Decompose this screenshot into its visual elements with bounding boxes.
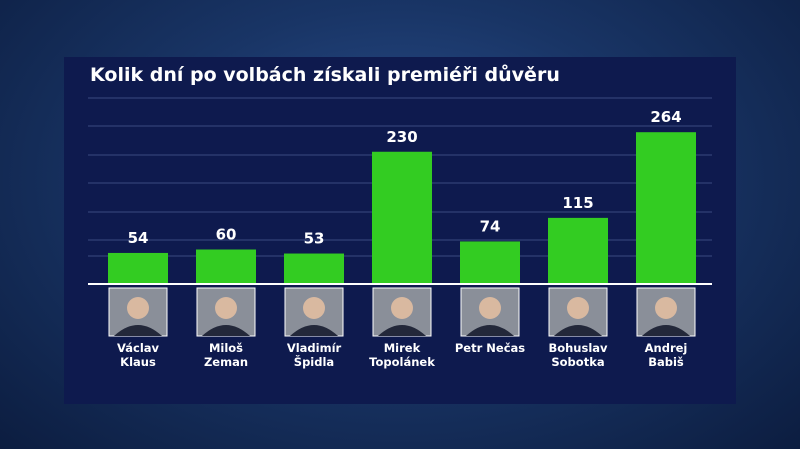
bar [108, 252, 168, 284]
bar [196, 249, 256, 284]
x-tick-label: Miloš Zeman [203, 341, 249, 369]
x-tick-label: Andrej Babiš [644, 341, 688, 369]
value-label: 54 [128, 229, 149, 247]
bar [284, 253, 344, 284]
value-label: 53 [304, 230, 325, 248]
x-tick-label: Mirek Topolánek [369, 341, 435, 369]
portrait-body [554, 325, 602, 336]
portrait-head [391, 297, 413, 319]
bar [372, 151, 432, 284]
portrait-head [215, 297, 237, 319]
value-label: 60 [216, 226, 237, 244]
bars: 54 60 53 230 74 115 264 [108, 108, 696, 337]
x-tick-label: Bohuslav Sobotka [548, 341, 608, 369]
portrait-body [378, 325, 426, 336]
portrait-body [290, 325, 338, 336]
portrait-head [479, 297, 501, 319]
portrait-head [655, 297, 677, 319]
value-label: 74 [480, 217, 501, 235]
portrait-body [466, 325, 514, 336]
value-label: 264 [650, 108, 681, 126]
x-tick-label: Václav Klaus [116, 341, 160, 369]
chart-title: Kolik dní po volbách získali premiéři dů… [90, 64, 560, 86]
portrait-body [642, 325, 690, 336]
portrait-body [114, 325, 162, 336]
bar [548, 217, 608, 284]
bar [460, 241, 520, 284]
value-label: 230 [386, 128, 417, 146]
portrait-head [303, 297, 325, 319]
x-tick-label: Vladimír Špidla [286, 341, 342, 369]
portrait-body [202, 325, 250, 336]
bar [636, 132, 696, 284]
x-tick-label: Petr Nečas [454, 341, 526, 355]
portrait-head [127, 297, 149, 319]
portrait-head [567, 297, 589, 319]
value-label: 115 [562, 194, 593, 212]
